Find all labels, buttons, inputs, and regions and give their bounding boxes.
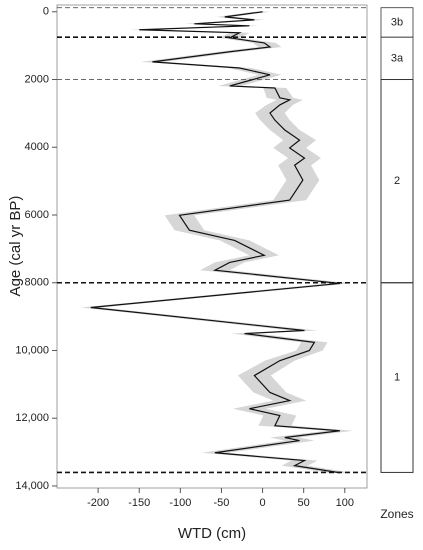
zones-title: Zones (380, 507, 413, 521)
plot-frame (56, 4, 368, 489)
x-tick-label: 100 (336, 497, 354, 509)
zone-label: 2 (394, 175, 400, 187)
zone-box (380, 282, 414, 473)
zone-label: 3b (391, 16, 403, 28)
x-tick-label: -200 (87, 497, 109, 509)
y-tick-label: 14,000 (15, 480, 49, 492)
zone-label: 1 (394, 371, 400, 383)
zone-label: 3a (391, 52, 404, 64)
y-tick-label: 6000 (25, 209, 49, 221)
x-tick-label: 50 (298, 497, 310, 509)
x-tick-label: 0 (260, 497, 266, 509)
x-tick-label: -50 (214, 497, 230, 509)
y-tick-label: 10,000 (15, 344, 49, 356)
wtd-line (90, 11, 340, 474)
y-tick-label: 8000 (25, 277, 49, 289)
x-tick-label: -100 (169, 497, 191, 509)
y-tick-label: 4000 (25, 141, 49, 153)
y-tick-label: 12,000 (15, 412, 49, 424)
y-tick-label: 0 (43, 6, 49, 18)
x-axis-title: WTD (cm) (178, 525, 246, 542)
uncertainty-band (80, 11, 354, 473)
y-tick-label: 2000 (25, 73, 49, 85)
y-axis-title: Age (cal yr BP) (7, 196, 24, 297)
x-tick-label: -150 (128, 497, 150, 509)
